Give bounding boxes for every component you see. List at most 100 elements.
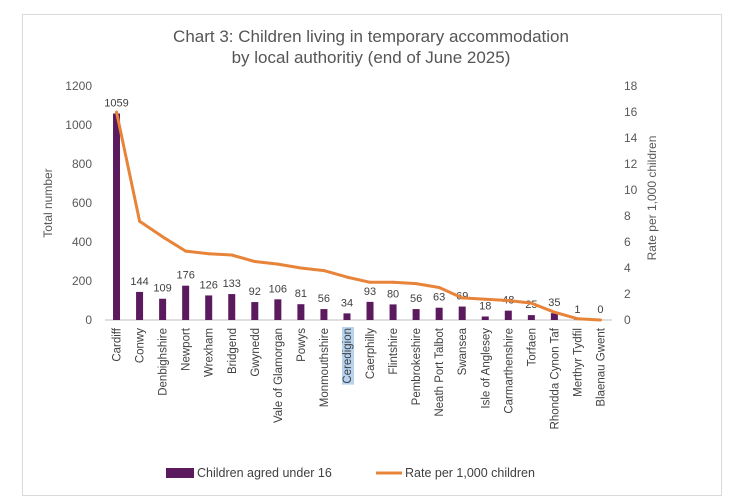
rate-point	[529, 301, 533, 305]
legend-bar-label: Children agred under 16	[197, 466, 332, 480]
category-label-group: Powys	[296, 328, 308, 362]
category-label-group: Denbighshire	[158, 328, 170, 396]
category-label: Vale of Glamorgan	[273, 328, 285, 423]
category-label-group: Swansea	[457, 327, 469, 375]
chart-title-line2: by local authoritiy (end of June 2025)	[231, 48, 511, 67]
rate-point	[460, 296, 464, 300]
category-label-group: Isle of Anglesey	[480, 328, 492, 409]
left-tick-label: 0	[85, 313, 92, 327]
category-label: Monmouthshire	[319, 328, 331, 407]
rate-point	[391, 280, 395, 284]
rate-line	[115, 110, 602, 322]
bar	[343, 313, 351, 320]
category-label-group: Bridgend	[227, 328, 239, 374]
bar-data-label: 0	[597, 304, 603, 316]
bar	[228, 294, 236, 320]
category-label: Gwynedd	[250, 328, 262, 377]
chart-title: Chart 3: Children living in temporary ac…	[22, 26, 720, 68]
bar-data-label: 56	[410, 293, 422, 305]
right-tick-label: 18	[624, 79, 638, 93]
rate-point	[276, 262, 280, 266]
category-label: Denbighshire	[158, 328, 170, 396]
category-label: Blaenau Gwent	[595, 327, 607, 406]
bar-data-label: 1	[574, 304, 580, 316]
bar	[205, 295, 213, 320]
rate-point	[161, 235, 165, 239]
bar-data-label: 176	[176, 270, 194, 282]
category-label: Newport	[181, 327, 193, 371]
category-label-group: Gwynedd	[250, 328, 262, 377]
right-axis-title: Rate per 1,000 children	[645, 136, 659, 261]
bar	[182, 285, 190, 320]
bar-data-label: 18	[479, 300, 491, 312]
category-label-group: Ceredigion	[341, 327, 354, 385]
bar-data-label: 144	[130, 276, 148, 288]
bar	[412, 309, 420, 320]
category-label: Bridgend	[227, 328, 239, 374]
bar	[113, 113, 121, 321]
bar	[159, 298, 167, 320]
bar	[458, 306, 466, 320]
rate-point	[483, 297, 487, 301]
left-tick-label: 600	[72, 196, 92, 210]
category-label-group: Newport	[181, 327, 193, 371]
rate-point	[253, 260, 257, 263]
category-labels: Cardiff Conwy Denbighshire Newport Wrexham Br…	[112, 327, 607, 429]
right-tick-label: 0	[624, 313, 631, 327]
right-tick-label: 12	[624, 157, 638, 171]
bar	[320, 309, 328, 320]
bars	[113, 113, 581, 321]
category-label: Merthyr Tydfil	[572, 328, 584, 397]
category-label-group: Cardiff	[112, 327, 124, 361]
rate-point	[575, 317, 579, 321]
category-label-group: Carmarthenshire	[503, 328, 515, 414]
bar	[366, 301, 374, 320]
left-tick-label: 1000	[65, 118, 92, 132]
category-label-group: Monmouthshire	[319, 328, 331, 407]
right-tick-label: 14	[624, 131, 638, 145]
category-label: Carmarthenshire	[503, 328, 515, 414]
rate-line-path	[115, 111, 601, 322]
left-axis-ticks: 0 200 400 600 800 1000 1200	[65, 79, 92, 327]
category-label-group: Wrexham	[204, 328, 216, 377]
bar-data-labels: 1059144109176126133921068156349380566369…	[104, 97, 603, 316]
bar-data-label: 126	[200, 279, 218, 291]
rate-point	[322, 269, 326, 273]
rate-point	[437, 286, 441, 289]
rate-point	[184, 249, 188, 253]
left-tick-label: 400	[72, 235, 92, 249]
bar-data-label: 93	[364, 286, 376, 298]
right-tick-label: 4	[624, 261, 631, 275]
rate-point	[230, 253, 234, 257]
left-tick-label: 200	[72, 274, 92, 288]
rate-point	[299, 266, 303, 270]
category-label-group: Vale of Glamorgan	[273, 328, 285, 423]
category-label: Isle of Anglesey	[480, 328, 492, 409]
bar-data-label: 34	[341, 297, 353, 309]
left-tick-label: 800	[72, 157, 92, 171]
category-label: Flintshire	[388, 328, 400, 375]
bar-data-label: 80	[387, 288, 399, 300]
bar-data-label: 81	[295, 288, 307, 300]
category-label-group: Conwy	[135, 328, 147, 363]
bar	[389, 304, 397, 320]
category-label: Neath Port Talbot	[434, 327, 446, 416]
bar	[251, 302, 259, 320]
chart-frame	[22, 14, 722, 496]
bar-data-label: 109	[153, 283, 171, 295]
bar	[527, 315, 535, 320]
category-label: Conwy	[135, 328, 147, 363]
bar-data-label: 63	[433, 292, 445, 304]
bar	[274, 299, 282, 320]
bar	[435, 307, 443, 320]
rate-point	[368, 280, 372, 284]
bar	[297, 304, 305, 320]
category-label-group: Torfaen	[526, 328, 538, 366]
rate-point	[598, 318, 602, 322]
bar-data-label: 133	[223, 278, 241, 290]
legend-line-label: Rate per 1,000 children	[405, 466, 535, 480]
category-label-group: Caerphilly	[365, 328, 377, 379]
legend: Children agred under 16 Rate per 1,000 c…	[166, 466, 535, 480]
category-label: Torfaen	[526, 328, 538, 366]
